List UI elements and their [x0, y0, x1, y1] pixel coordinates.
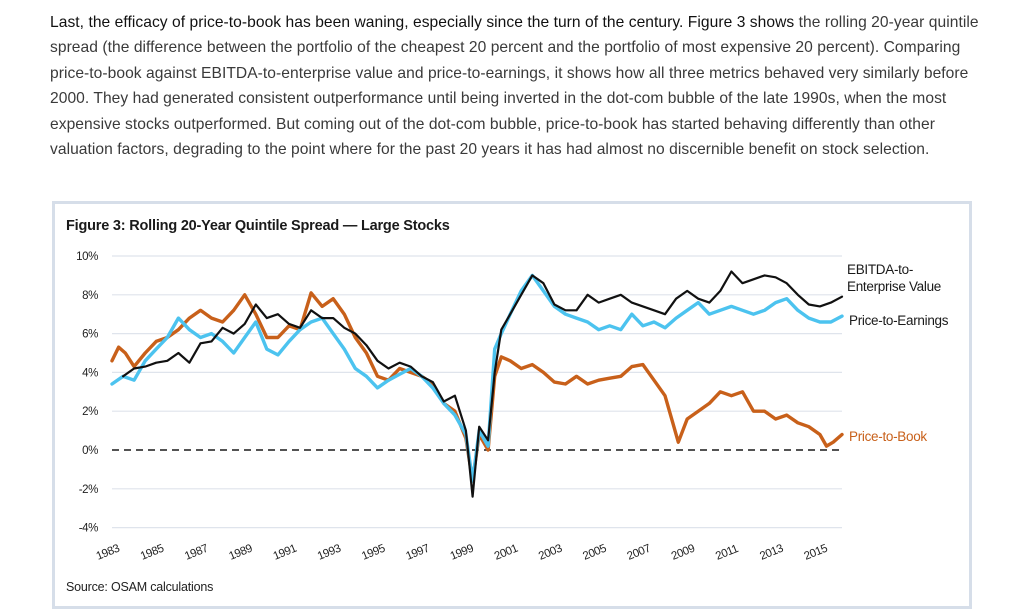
x-tick-label: 1983 [95, 543, 122, 563]
figure-title: Figure 3: Rolling 20-Year Quintile Sprea… [66, 218, 450, 234]
x-tick-label: 1999 [449, 543, 476, 563]
series-line-ebitda-to-enterprise-value [122, 270, 844, 498]
y-tick-label: 6% [82, 329, 98, 341]
x-tick-label: 1987 [183, 543, 210, 563]
intro-paragraph: Last, the efficacy of price-to-book has … [50, 10, 980, 162]
x-tick-label: 2005 [581, 543, 608, 563]
x-tick-label: 2015 [803, 543, 830, 563]
x-tick-label: 2009 [670, 543, 697, 563]
x-tick-label: 2007 [626, 543, 653, 563]
legend-label-ebitda-to-enterprise-value: EBITDA-to-Enterprise Value [847, 262, 941, 294]
y-tick-label: 10% [76, 251, 98, 263]
y-tick-label: -2% [79, 484, 98, 496]
y-tick-label: 8% [82, 290, 98, 302]
y-tick-label: -4% [79, 523, 98, 535]
x-tick-label: 1989 [227, 543, 254, 563]
y-tick-label: 0% [82, 445, 98, 457]
x-tick-label: 2001 [493, 543, 520, 563]
series-line-price-to-book [110, 291, 844, 483]
legend-label-price-to-earnings: Price-to-Earnings [849, 313, 949, 328]
x-tick-label: 2013 [758, 543, 785, 563]
x-tick-label: 2003 [537, 543, 564, 563]
gridlines [112, 255, 842, 529]
series-lines [110, 270, 844, 498]
y-tick-label: 2% [82, 406, 98, 418]
x-tick-label: 2011 [714, 543, 740, 563]
x-tick-label: 1995 [360, 543, 387, 563]
y-axis-ticks: 10% 8% 6% 4% 2% 0% -2% -4% [76, 251, 98, 535]
x-tick-label: 1993 [316, 543, 343, 563]
x-tick-label: 1991 [272, 543, 299, 563]
legend-label-price-to-book: Price-to-Book [849, 429, 927, 444]
legend: EBITDA-to-Enterprise Value Price-to-Earni… [847, 262, 949, 444]
intro-lead-text: Last, the efficacy of price-to-book has … [50, 14, 795, 31]
intro-body-text: the rolling 20-year quintile spread (the… [50, 14, 979, 159]
x-tick-label: 1997 [404, 543, 431, 563]
x-axis-ticks: 1983 1985 1987 1989 1991 1993 1995 1997 1999 2001… [95, 543, 830, 563]
figure-source: Source: OSAM calculations [66, 580, 214, 594]
y-tick-label: 4% [82, 367, 98, 379]
x-tick-label: 1985 [139, 543, 166, 563]
figure-frame [52, 201, 972, 609]
